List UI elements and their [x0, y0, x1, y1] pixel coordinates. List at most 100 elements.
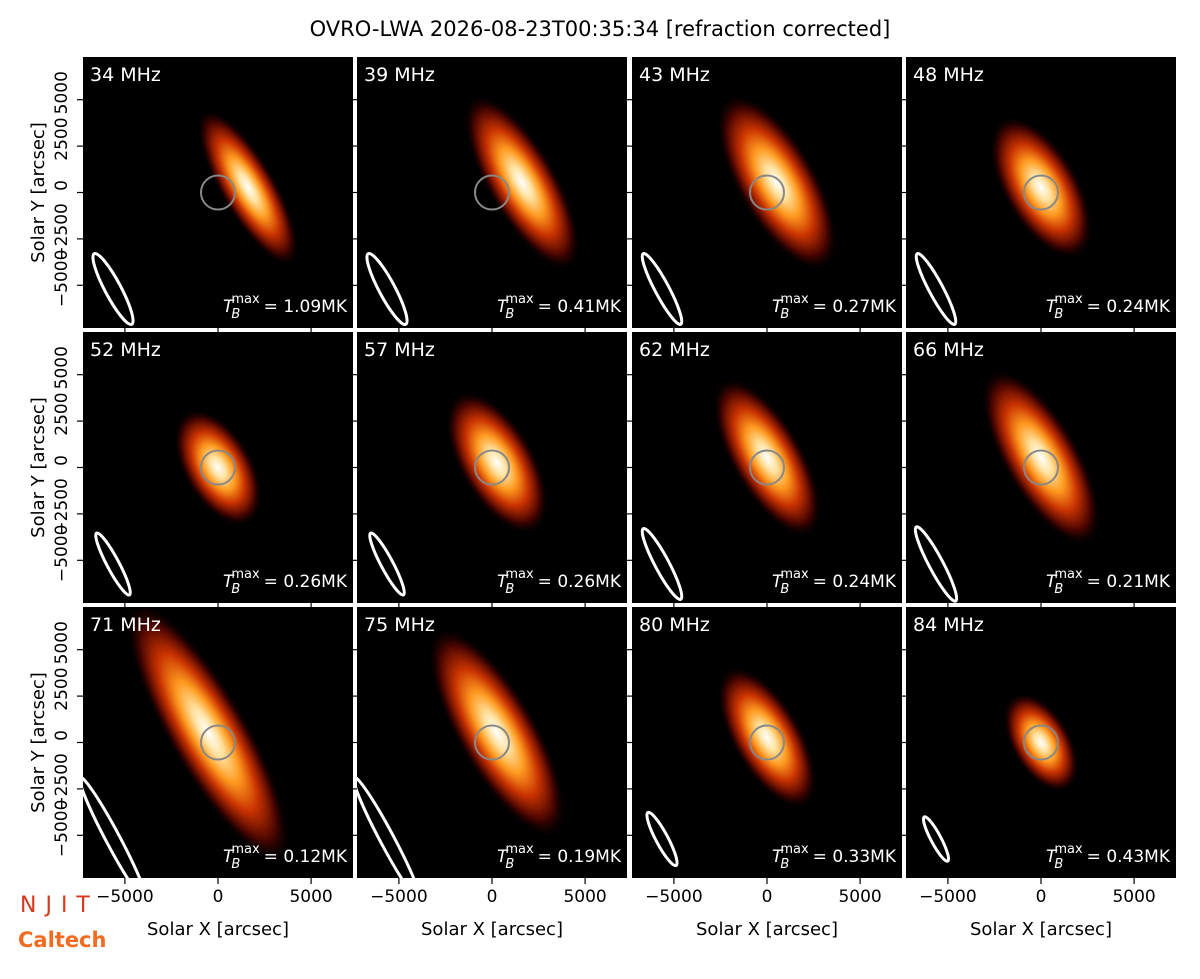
tmax-sub: B [780, 582, 789, 597]
panel [83, 607, 353, 878]
tmax-label: TBmax = 0.43MK [1046, 842, 1171, 872]
solar-disk [749, 449, 785, 486]
tmax-value: = 0.24MK [813, 572, 897, 592]
panel-label: 71 MHz [90, 614, 161, 636]
panel-label: 34 MHz [90, 64, 161, 86]
panel-label: 84 MHz [913, 614, 984, 636]
y-tick-label: −5000 [52, 800, 72, 858]
solar-disk [749, 724, 785, 761]
tmax-sup: max [780, 842, 809, 857]
tmax-value: = 0.26MK [538, 572, 622, 592]
tmax-base: T [1046, 297, 1058, 317]
x-axis-label: Solar X [arcsec] [421, 919, 563, 940]
tmax-sub: B [505, 582, 514, 597]
tmax-sub: B [1054, 857, 1063, 872]
radio-source [716, 666, 818, 809]
panel-label: 57 MHz [364, 339, 435, 361]
solar-disk [474, 724, 510, 761]
radio-source [196, 108, 300, 267]
y-tick-label: 5000 [52, 71, 72, 114]
tmax-label: TBmax = 0.41MK [497, 292, 622, 322]
tmax-label: TBmax = 0.21MK [1046, 567, 1171, 597]
beam [640, 252, 684, 326]
caltech-logo: Caltech [18, 928, 106, 952]
tmax-sup: max [505, 567, 534, 582]
solar-disk [1023, 449, 1059, 486]
radio-source [712, 377, 822, 538]
x-axis-label: Solar X [arcsec] [147, 919, 289, 940]
panel-label: 62 MHz [639, 339, 710, 361]
radio-source [173, 408, 263, 527]
tmax-value: = 0.19MK [538, 847, 622, 867]
tmax-sub: B [231, 307, 240, 322]
radio-source [463, 94, 581, 271]
radio-source [716, 93, 838, 272]
x-tick-label: 0 [1036, 887, 1047, 907]
x-tick-label: −5000 [370, 887, 428, 907]
radio-source [989, 115, 1093, 260]
x-tick-label: 5000 [289, 887, 332, 907]
tmax-value: = 0.24MK [1087, 297, 1171, 317]
tmax-sub: B [1054, 307, 1063, 322]
y-tick-label: −5000 [52, 250, 72, 308]
panel [83, 57, 353, 328]
tmax-sup: max [1054, 567, 1083, 582]
tmax-value: = 0.12MK [264, 847, 348, 867]
x-tick-label: 0 [762, 887, 773, 907]
tmax-sup: max [231, 292, 260, 307]
tmax-label: TBmax = 0.27MK [772, 292, 897, 322]
tmax-sup: max [505, 842, 534, 857]
tmax-label: TBmax = 1.09MK [223, 292, 348, 322]
beam [914, 252, 958, 326]
x-tick-label: 5000 [563, 887, 606, 907]
tmax-base: T [1046, 572, 1058, 592]
panel-label: 39 MHz [364, 64, 435, 86]
beam [83, 775, 148, 878]
panel [906, 57, 1176, 328]
y-tick-label: −2500 [52, 203, 72, 261]
y-tick-label: 5000 [52, 621, 72, 664]
tmax-sup: max [1054, 292, 1083, 307]
x-tick-label: 5000 [1112, 887, 1155, 907]
panel-label: 80 MHz [639, 614, 710, 636]
tmax-sub: B [505, 857, 514, 872]
beam [365, 251, 409, 327]
x-axis-label: Solar X [arcsec] [970, 919, 1112, 940]
y-tick-label: 5000 [52, 346, 72, 389]
tmax-sup: max [780, 292, 809, 307]
radio-source [125, 607, 291, 864]
panel [632, 57, 902, 328]
tmax-sup: max [231, 842, 260, 857]
y-tick-label: −2500 [52, 753, 72, 811]
solar-disk [200, 724, 236, 761]
tmax-sup: max [780, 567, 809, 582]
tmax-base: T [497, 847, 509, 867]
solar-disk [200, 174, 236, 211]
tmax-value: = 0.27MK [813, 297, 897, 317]
tmax-label: TBmax = 0.24MK [1046, 292, 1171, 322]
tmax-sub: B [505, 307, 514, 322]
tmax-base: T [772, 297, 784, 317]
tmax-sup: max [505, 292, 534, 307]
panel [632, 332, 902, 603]
tmax-base: T [497, 572, 509, 592]
panel [83, 332, 353, 603]
tmax-sub: B [780, 307, 789, 322]
panel [357, 57, 627, 328]
tmax-sup: max [231, 567, 260, 582]
radio-source [1003, 692, 1079, 793]
panel [357, 332, 627, 603]
tmax-base: T [223, 847, 235, 867]
beam [913, 525, 959, 603]
x-tick-label: −5000 [645, 887, 703, 907]
tmax-value: = 0.41MK [538, 297, 622, 317]
panel [906, 607, 1176, 878]
panel-label: 43 MHz [639, 64, 710, 86]
solar-disk [1023, 724, 1059, 761]
solar-disk [474, 174, 510, 211]
tmax-value: = 0.43MK [1087, 847, 1171, 867]
y-tick-label: 0 [52, 180, 72, 191]
tmax-sub: B [231, 857, 240, 872]
y-tick-label: 2500 [52, 392, 72, 435]
